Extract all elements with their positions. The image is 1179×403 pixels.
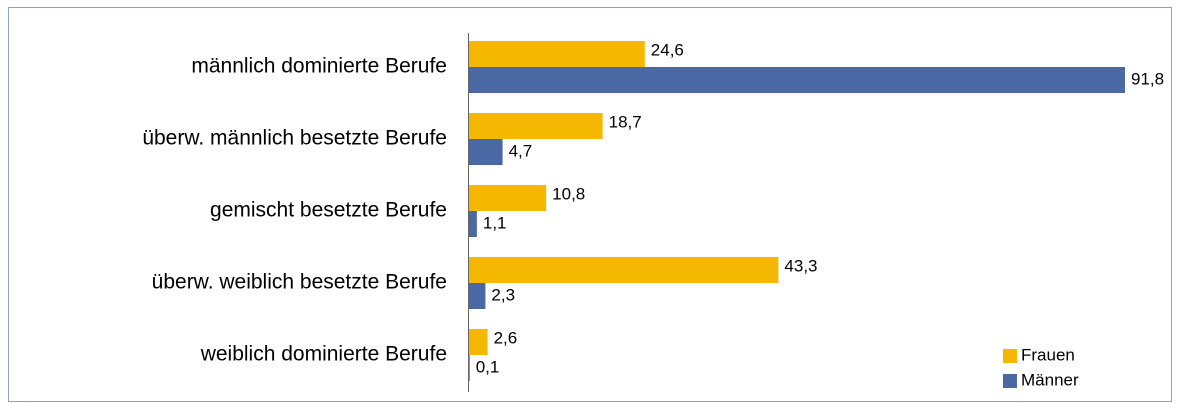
bar [469, 355, 470, 381]
value-label: 10,8 [552, 184, 585, 203]
value-label: 24,6 [651, 40, 684, 59]
bar [469, 185, 547, 211]
bar [469, 41, 645, 67]
category-label: überw. weiblich besetzte Berufe [152, 271, 447, 294]
value-label: 2,6 [494, 328, 518, 347]
value-label: 43,3 [784, 256, 817, 275]
category-label: überw. männlich besetzte Berufe [142, 127, 447, 150]
bar [469, 67, 1125, 93]
value-label: 91,8 [1131, 69, 1164, 88]
bar [469, 257, 779, 283]
legend-swatch [1003, 349, 1017, 363]
value-label: 0,1 [476, 357, 500, 376]
value-label: 18,7 [609, 112, 642, 131]
bar [469, 329, 488, 355]
legend-swatch [1003, 374, 1017, 388]
category-label: männlich dominierte Berufe [191, 55, 447, 78]
bar [469, 113, 603, 139]
bar [469, 211, 477, 237]
bar [469, 139, 503, 165]
bar [469, 283, 486, 309]
value-label: 1,1 [483, 213, 507, 232]
value-label: 4,7 [509, 141, 533, 160]
legend-label: Frauen [1021, 345, 1075, 364]
value-label: 2,3 [491, 285, 515, 304]
category-label: weiblich dominierte Berufe [200, 343, 447, 366]
category-label: gemischt besetzte Berufe [210, 199, 447, 222]
chart-border [8, 7, 1172, 402]
legend-label: Männer [1021, 370, 1079, 389]
